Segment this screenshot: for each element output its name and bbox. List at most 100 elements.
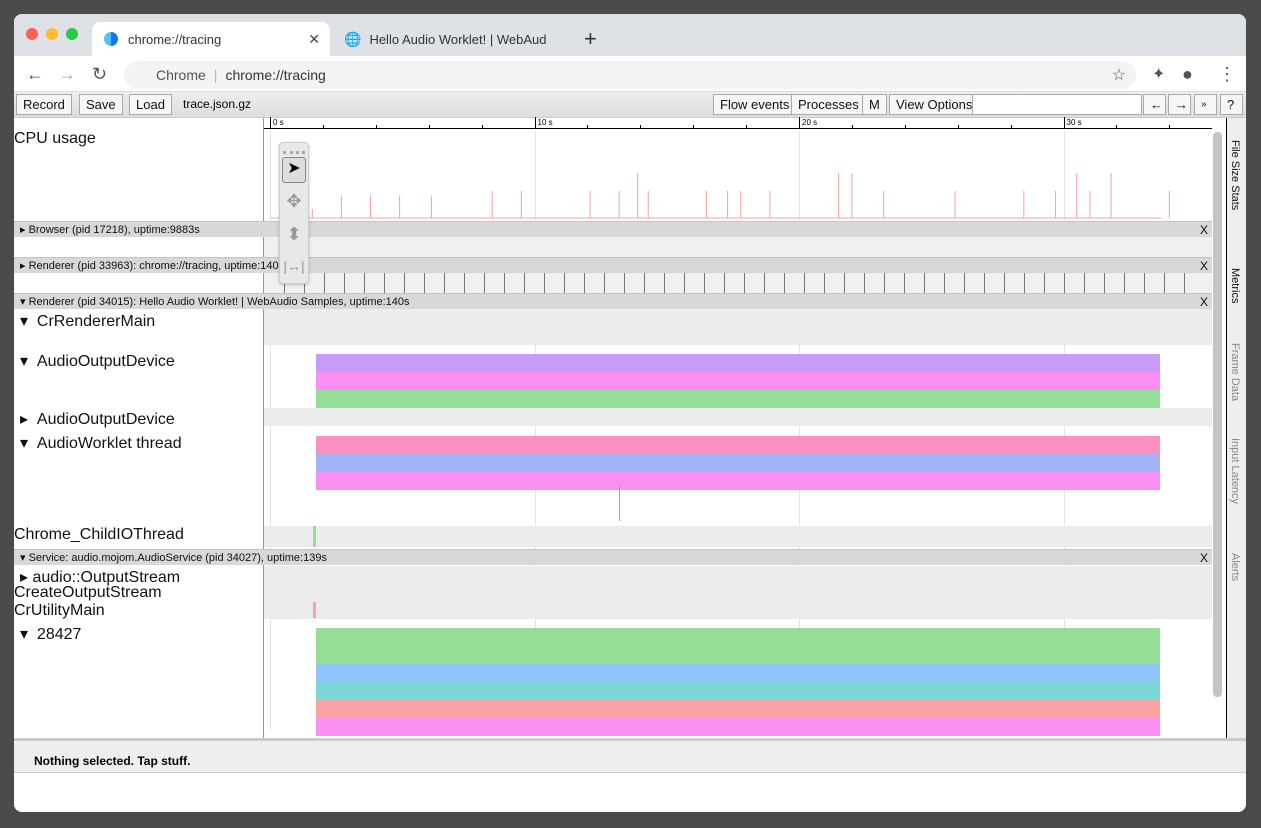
event-tick <box>904 273 905 293</box>
event-tick <box>384 273 385 293</box>
close-process-button[interactable]: X <box>1199 295 1208 309</box>
side-tab[interactable]: File Size Stats <box>1229 140 1241 211</box>
close-tab-icon[interactable]: ✕ <box>308 30 320 47</box>
more-button[interactable]: » <box>1194 94 1217 115</box>
forward-icon[interactable]: → <box>58 64 76 84</box>
event-tick <box>1124 273 1125 293</box>
m-button[interactable]: M <box>862 94 887 115</box>
new-tab-button[interactable]: + <box>584 26 597 51</box>
side-tab[interactable]: Alerts <box>1229 552 1241 581</box>
thread-audio-output-device-collapsed[interactable]: ▸ AudioOutputDevice <box>20 411 175 428</box>
ruler-label: 0 s <box>273 118 284 127</box>
slice[interactable] <box>316 436 1161 454</box>
close-process-button[interactable]: X <box>1199 223 1208 237</box>
event-tick <box>784 273 785 293</box>
slice[interactable] <box>316 682 1161 700</box>
slice[interactable] <box>316 718 1161 736</box>
time-ruler[interactable]: 0 s 10 s 20 s 30 s <box>264 117 1212 129</box>
side-tab[interactable]: Input Latency <box>1229 438 1241 505</box>
help-button[interactable]: ? <box>1220 94 1243 115</box>
vertical-scrollbar[interactable] <box>1213 132 1222 697</box>
flow-events-button[interactable]: Flow events <box>713 94 797 115</box>
slice[interactable] <box>313 526 316 547</box>
bookmark-star-icon[interactable]: ☆ <box>1111 67 1126 84</box>
side-tab[interactable]: Metrics <box>1229 267 1241 303</box>
thread-label: AudioOutputDevice <box>36 411 175 428</box>
thread-label: CrRendererMain <box>36 313 156 330</box>
event-tick <box>684 273 685 293</box>
browser-track[interactable] <box>264 237 1212 257</box>
event-tick <box>944 273 945 293</box>
ruler-label: 20 s <box>802 118 818 127</box>
thread-cr-renderer-main[interactable]: ▾ CrRendererMain <box>20 313 156 330</box>
tracing-toolbar: Record Save Load trace.json.gz Flow even… <box>14 92 1246 118</box>
back-icon[interactable]: ← <box>26 64 44 84</box>
slice[interactable] <box>316 390 1161 408</box>
view-options-button[interactable]: View Options <box>889 94 980 115</box>
processes-button[interactable]: Processes <box>791 94 866 115</box>
address-bar-row: ← → ↻ Chrome | chrome://tracing ☆ ✦ ● ⋮ <box>14 56 1246 92</box>
thread-chrome-child-io[interactable]: Chrome_ChildIOThread <box>14 526 184 543</box>
thread-audio-output-device[interactable]: ▾ AudioOutputDevice <box>20 353 175 370</box>
event-tick <box>424 273 425 293</box>
timeline-tracks[interactable]: 0 s 10 s 20 s 30 s CPU usage ▸ Browser (pid… <box>14 117 1226 738</box>
event-tick <box>724 273 725 293</box>
event-tick <box>564 273 565 293</box>
thread-create-output-stream[interactable]: CreateOutputStream <box>14 584 162 601</box>
prev-result-button[interactable]: ← <box>1143 94 1166 115</box>
event-tick <box>484 273 485 293</box>
minimize-window-button[interactable] <box>46 28 58 40</box>
slice[interactable] <box>316 700 1161 718</box>
menu-icon[interactable]: ⋮ <box>1218 64 1236 84</box>
renderer-33963-track[interactable] <box>264 273 1212 293</box>
selection-tool-icon[interactable]: ➤ <box>282 157 306 183</box>
slice[interactable] <box>316 354 1161 372</box>
search-input[interactable] <box>972 94 1142 115</box>
side-tab[interactable]: Frame Data <box>1229 343 1241 402</box>
omnibox-url: chrome://tracing <box>225 67 326 83</box>
ruler-tick <box>851 125 853 128</box>
gridline <box>1063 130 1065 730</box>
process-header-renderer-34015[interactable]: ▾ Renderer (pid 34015): Hello Audio Work… <box>14 293 1212 309</box>
tab-title: Hello Audio Worklet! | WebAud <box>369 31 547 47</box>
load-button[interactable]: Load <box>129 94 172 115</box>
profile-icon[interactable]: ● <box>1182 64 1193 84</box>
close-process-button[interactable]: X <box>1199 259 1208 273</box>
save-button[interactable]: Save <box>79 94 123 115</box>
slice[interactable] <box>316 372 1161 390</box>
omnibox[interactable]: Chrome | chrome://tracing ☆ <box>124 61 1136 89</box>
process-title: Service: audio.mojom.AudioService (pid 3… <box>28 552 327 564</box>
slice[interactable] <box>316 454 1161 472</box>
drag-handle[interactable] <box>283 146 305 154</box>
record-button[interactable]: Record <box>16 94 72 115</box>
zoom-tool-icon[interactable]: ⬍ <box>286 224 302 244</box>
slice[interactable] <box>316 472 1161 490</box>
thread-audio-worklet[interactable]: ▾ AudioWorklet thread <box>20 435 182 452</box>
event-tick <box>804 273 805 293</box>
slice[interactable] <box>316 628 1161 664</box>
ruler-tick <box>904 125 906 128</box>
close-process-button[interactable]: X <box>1199 551 1208 565</box>
process-header-audio-service[interactable]: ▾ Service: audio.mojom.AudioService (pid… <box>14 549 1212 565</box>
reload-icon[interactable]: ↻ <box>92 64 108 84</box>
process-header-browser[interactable]: ▸ Browser (pid 17218), uptime:9883s X <box>14 221 1212 237</box>
process-header-renderer-33963[interactable]: ▸ Renderer (pid 33963): chrome://tracing… <box>14 257 1212 273</box>
event-tick <box>1064 273 1065 293</box>
tab-audio-worklet[interactable]: 🌐 Hello Audio Worklet! | WebAud <box>332 22 570 56</box>
timing-tool-icon[interactable]: |↔| <box>283 258 305 274</box>
next-result-button[interactable]: → <box>1168 94 1191 115</box>
cpu-usage-graph[interactable] <box>264 130 1212 220</box>
extensions-icon[interactable]: ✦ <box>1152 66 1166 83</box>
thread-28427[interactable]: ▾ 28427 <box>20 626 82 643</box>
thread-cr-utility-main[interactable]: CrUtilityMain <box>14 602 105 619</box>
event-tick <box>1004 273 1005 293</box>
thread-audio-output-stream[interactable]: ▸ audio::OutputStream <box>20 569 181 586</box>
event-tick <box>364 273 365 293</box>
slice[interactable] <box>316 664 1161 682</box>
close-window-button[interactable] <box>26 28 38 40</box>
pan-tool-icon[interactable]: ✥ <box>286 191 302 211</box>
event-tick <box>864 273 865 293</box>
zoom-window-button[interactable] <box>66 28 78 40</box>
slice[interactable] <box>619 486 620 521</box>
tab-tracing[interactable]: chrome://tracing ✕ <box>92 22 330 56</box>
